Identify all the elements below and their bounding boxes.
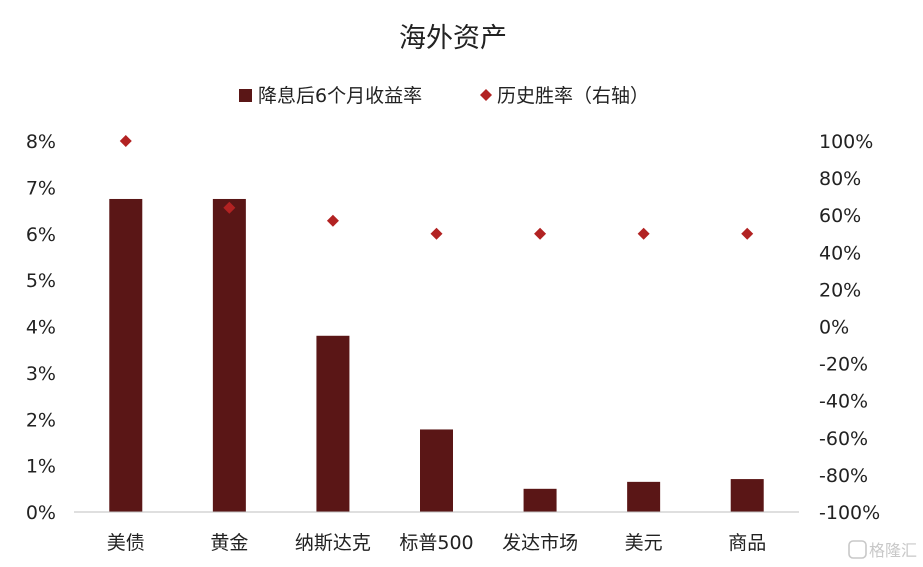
legend-swatch-bar — [239, 89, 252, 102]
right-tick-label: 20% — [819, 279, 861, 301]
watermark: 格隆汇 — [848, 540, 917, 560]
left-axis-ticks: 0% 1% 2% 3% 4% 5% 6% 7% 8% — [26, 131, 56, 524]
category-labels: 美债 黄金 纳斯达克 标普500 发达市场 美元 商品 — [107, 532, 766, 554]
legend-label-scatter: 历史胜率（右轴） — [497, 85, 649, 107]
bar — [109, 198, 143, 512]
g-logo-icon — [848, 540, 867, 559]
scatter-point — [637, 227, 650, 240]
chart-title: 海外资产 — [399, 23, 507, 54]
scatter-point — [119, 135, 132, 147]
category-label: 美元 — [625, 532, 663, 554]
right-tick-label: -100% — [819, 502, 880, 524]
bar — [212, 198, 246, 512]
right-tick-label: -60% — [819, 428, 868, 450]
left-tick-label: 8% — [26, 131, 56, 153]
right-tick-label: 0% — [819, 317, 849, 339]
left-tick-label: 0% — [26, 502, 56, 524]
category-label: 黄金 — [210, 532, 248, 554]
scatter-series — [119, 135, 754, 240]
right-tick-label: 60% — [819, 205, 861, 227]
bar — [627, 481, 661, 512]
scatter-point — [223, 201, 236, 214]
category-label: 发达市场 — [502, 532, 578, 554]
bar — [420, 429, 453, 512]
scatter-point — [741, 227, 754, 240]
legend: 降息后6个月收益率 历史胜率（右轴） — [239, 85, 649, 107]
bar — [316, 335, 350, 512]
right-tick-label: -40% — [819, 391, 868, 413]
right-tick-label: 80% — [819, 168, 861, 190]
right-tick-label: 100% — [819, 131, 873, 153]
watermark-label: 格隆汇 — [869, 541, 917, 560]
left-tick-label: 1% — [26, 456, 56, 478]
right-tick-label: -20% — [819, 354, 868, 376]
scatter-point — [430, 227, 443, 240]
bar — [523, 488, 557, 512]
legend-label-bar: 降息后6个月收益率 — [258, 85, 422, 107]
left-tick-label: 5% — [26, 270, 56, 292]
scatter-point — [326, 214, 339, 227]
category-label: 标普500 — [399, 532, 473, 554]
left-tick-label: 7% — [26, 177, 56, 199]
left-tick-label: 2% — [26, 409, 56, 431]
right-tick-label: 40% — [819, 242, 861, 264]
category-label: 商品 — [728, 532, 766, 554]
category-label: 美债 — [107, 532, 145, 554]
category-label: 纳斯达克 — [295, 532, 371, 554]
scatter-point — [534, 227, 547, 240]
bar — [730, 479, 764, 512]
right-tick-label: -80% — [819, 465, 868, 487]
left-tick-label: 4% — [26, 317, 56, 339]
left-tick-label: 3% — [26, 363, 56, 385]
legend-swatch-diamond — [480, 89, 492, 101]
left-tick-label: 6% — [26, 224, 56, 246]
bar-series — [109, 198, 764, 512]
right-axis-ticks: -100% -80% -60% -40% -20% 0% 20% 40% 60% 80% 100% — [819, 131, 880, 524]
